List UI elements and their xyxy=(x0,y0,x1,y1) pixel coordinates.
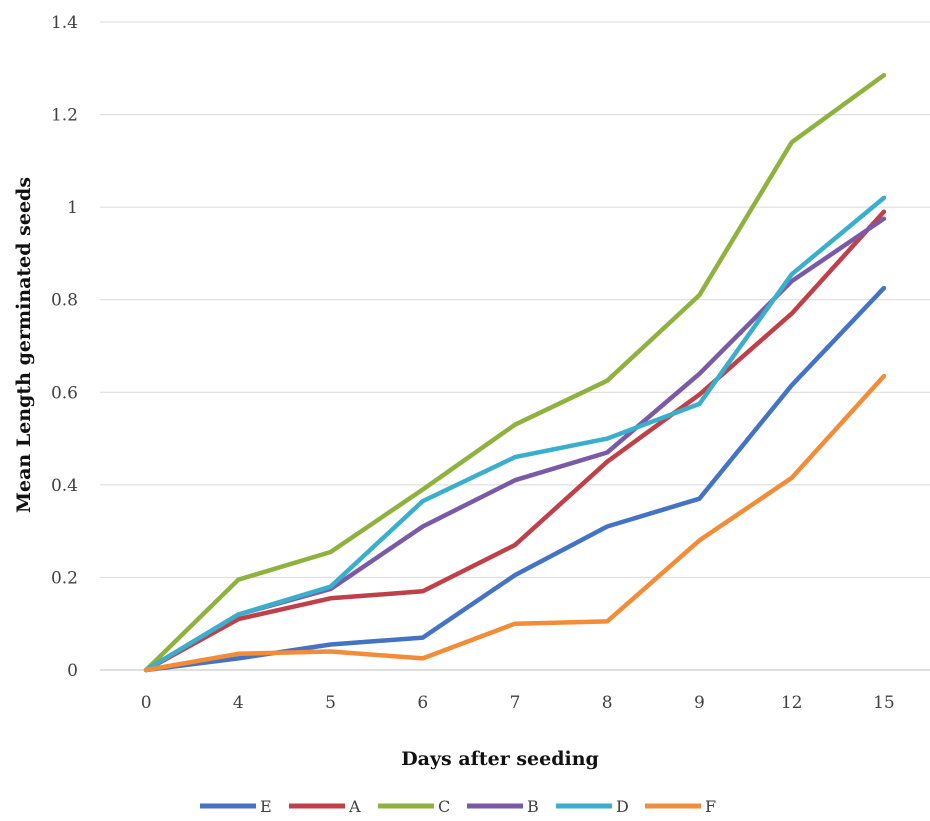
y-tick-label: 0.6 xyxy=(51,383,78,403)
legend-item: F xyxy=(645,797,716,816)
series-line-A xyxy=(143,209,887,673)
legend-item: D xyxy=(556,797,629,816)
legend-label: A xyxy=(348,797,361,816)
series-lines xyxy=(143,72,887,673)
x-tick-label: 5 xyxy=(325,693,336,713)
legend-label: E xyxy=(260,797,272,816)
y-axis-ticks: 0 0.2 0.4 0.6 0.8 1 1.2 1.4 xyxy=(51,13,78,681)
y-axis-title: Mean Length germinated seeds xyxy=(13,177,35,513)
y-tick-label: 1.2 xyxy=(51,106,78,126)
x-tick-label: 7 xyxy=(510,693,521,713)
legend-item: A xyxy=(289,797,361,816)
x-tick-label: 6 xyxy=(417,693,428,713)
series-line-D xyxy=(143,195,887,673)
y-tick-label: 0.2 xyxy=(51,568,78,588)
legend-label: C xyxy=(438,797,450,816)
series-line-B xyxy=(143,216,887,673)
legend-label: D xyxy=(616,797,629,816)
x-tick-label: 12 xyxy=(781,693,803,713)
legend-label: B xyxy=(527,797,539,816)
legend-item: B xyxy=(467,797,539,816)
series-line-F xyxy=(143,373,887,673)
y-tick-label: 0 xyxy=(67,661,78,681)
x-tick-label: 15 xyxy=(873,693,895,713)
x-tick-label: 8 xyxy=(602,693,613,713)
legend-item: C xyxy=(378,797,450,816)
y-tick-label: 0.8 xyxy=(51,291,78,311)
x-axis-ticks: 0 4 5 6 7 8 9 12 15 xyxy=(141,693,895,713)
y-tick-label: 1.4 xyxy=(51,13,78,33)
y-tick-label: 0.4 xyxy=(51,476,78,496)
legend-label: F xyxy=(705,797,716,816)
x-tick-label: 4 xyxy=(233,693,244,713)
x-axis-title: Days after seeding xyxy=(401,748,599,770)
series-line-C xyxy=(143,72,887,673)
legend-item: E xyxy=(200,797,272,816)
y-tick-label: 1 xyxy=(67,198,78,218)
x-tick-label: 0 xyxy=(141,693,152,713)
x-tick-label: 9 xyxy=(694,693,705,713)
